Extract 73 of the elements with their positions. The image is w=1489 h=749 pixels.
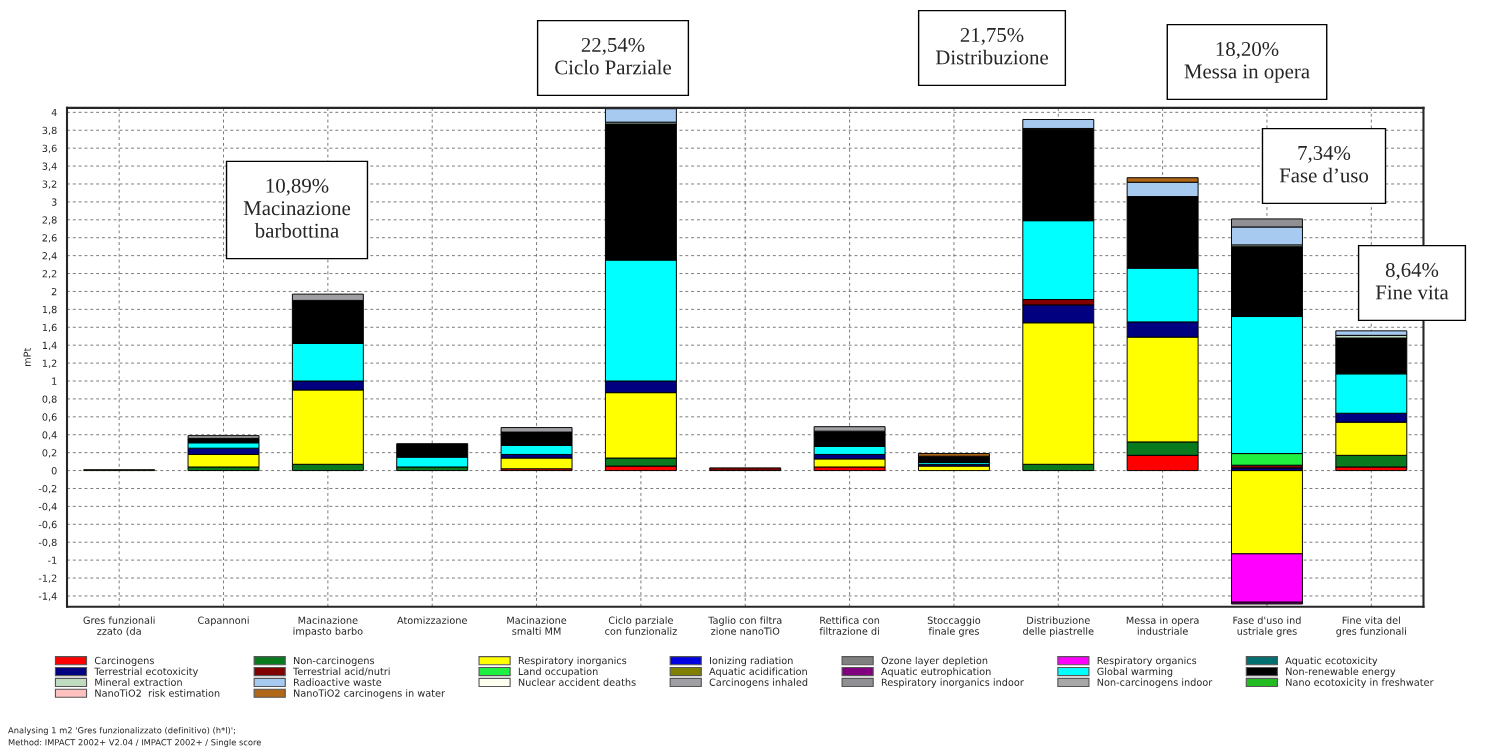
legend-label: Respiratory inorganics indoor [881, 678, 1024, 688]
y-tick-label: -0,2 [38, 484, 57, 494]
x-tick-label: Taglio con filtra zione nanoTiO [708, 616, 782, 635]
x-tick-label: Stoccaggio finale gres [927, 616, 981, 637]
legend-label: Mineral extraction [95, 678, 182, 686]
legend-label: Carcinogens inhaled [709, 678, 808, 688]
legend-label: Land occupation [518, 667, 598, 677]
legend-label: Carcinogens [94, 656, 154, 667]
y-tick-label: -0,4 [38, 502, 57, 512]
legend-label: Aquatic acidification [709, 667, 807, 677]
text: 21,75% Distribuzione [935, 27, 1048, 65]
text: Method: IMPACT 2002+ V2.04 / IMPACT 2002+ / Single score [8, 738, 261, 747]
y-tick-label: 0,6 [42, 413, 57, 422]
y-tick-label: 0,8 [42, 395, 57, 404]
x-tick-label: Ciclo parziale con funzionaliz [605, 616, 677, 635]
y-tick-label: 3,8 [42, 126, 57, 136]
legend-label: Aquatic ecotoxicity [1285, 656, 1378, 667]
x-tick-label: Gres funzionali zzato (da [83, 616, 155, 636]
legend-label: Respiratory inorganics [518, 656, 627, 667]
x-tick-label: Messa in opera industriale [1126, 616, 1199, 635]
legend-label: Non-carcinogens [293, 656, 375, 667]
x-tick-label: Fine vita del gres funzionali [1336, 616, 1406, 637]
y-tick-label: 2,4 [42, 252, 57, 261]
legend-label: NanoTiO2 risk estimation [95, 689, 220, 697]
x-tick-label: Macinazione impasto barbo [293, 616, 363, 637]
y-tick-label: 0,2 [42, 449, 57, 458]
annotation: 8,64% Fine vita [1375, 262, 1449, 300]
y-tick-label: -0,6 [38, 520, 57, 530]
x-tick-label: Capannoni [198, 616, 249, 626]
legend-label: Non-carcinogens indoor [1097, 678, 1213, 688]
x-tick-label: Distribuzione delle piastrelle [1023, 616, 1094, 637]
legend-label: Radioactive waste [293, 678, 382, 686]
y-tick-label: 0,4 [42, 431, 57, 440]
y-tick-label: -0,8 [38, 538, 57, 548]
annotation: 7,34% Fase d’uso [1279, 145, 1369, 183]
y-tick-label: 3,6 [42, 144, 57, 153]
text: Analysing 1 m2 'Gres funzionalizzato (definitivo) (h*l)'; [8, 726, 235, 735]
y-tick-label: 1 [52, 377, 57, 385]
legend-label: Nano ecotoxicity in freshwater [1286, 678, 1434, 688]
text: 22,54% Ciclo Parziale [555, 37, 671, 75]
y-tick-label: 2 [51, 287, 57, 296]
x-tick-label: Macinazione smalti MM [507, 616, 567, 635]
y-tick-label: 1,6 [42, 323, 57, 333]
legend-label: Respiratory organics [1097, 656, 1197, 667]
legend-label: Aquatic eutrophication [881, 667, 991, 677]
legend-label: Terrestrial acid/nutri [293, 667, 390, 676]
legend-label: Global warming [1097, 667, 1173, 677]
x-tick-label: Rettifica con filtrazione di [819, 616, 880, 635]
y-tick-label: 1,8 [42, 305, 57, 315]
x-tick-label: Fase d'uso ind ustriale gres [1233, 616, 1301, 637]
annotation: 10,89% Macinazione barbottina [243, 178, 351, 238]
y-tick-label: -1,4 [38, 592, 57, 601]
legend-label: Ozone layer depletion [881, 656, 988, 667]
x-tick-label: Atomizzazione [397, 616, 467, 624]
y-axis-title: mPt [23, 347, 31, 366]
y-tick-label: 1,4 [42, 341, 57, 351]
y-tick-label: 4 [51, 108, 57, 117]
y-tick-label: 2,2 [42, 270, 57, 279]
y-tick-label: 1,2 [42, 359, 57, 368]
legend-label: Terrestrial ecotoxicity [94, 667, 199, 677]
y-tick-label: 2,8 [42, 216, 57, 225]
y-tick-label: 2,6 [42, 234, 57, 243]
text: 18,20% Messa in opera [1184, 41, 1310, 83]
legend-label: Nuclear accident deaths [518, 678, 636, 686]
y-tick-label: 3,2 [42, 180, 57, 189]
y-tick-label: -1 [48, 556, 57, 564]
y-tick-label: 3 [51, 198, 57, 206]
legend-label: NanoTiO2 carcinogens in water [293, 689, 445, 699]
legend-label: Ionizing radiation [710, 656, 793, 667]
y-tick-label: 3,4 [42, 162, 57, 171]
y-tick-label: -1,2 [38, 574, 57, 583]
y-tick-label: 0 [51, 467, 57, 475]
legend-label: Non-renewable energy [1286, 667, 1396, 677]
